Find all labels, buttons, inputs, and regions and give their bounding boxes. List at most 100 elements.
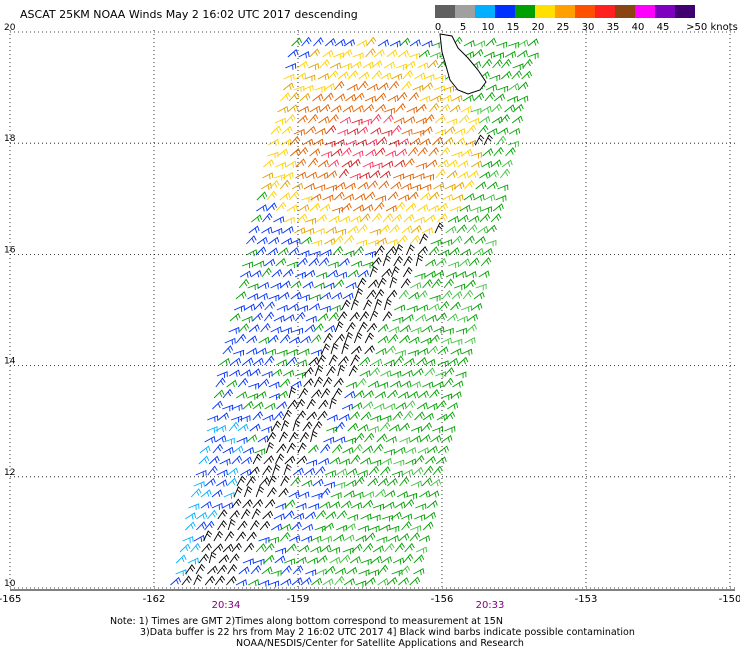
wind-barb	[309, 105, 321, 113]
wind-barb	[471, 160, 483, 168]
wind-barb	[282, 369, 295, 377]
wind-barb	[394, 501, 406, 509]
wind-barb	[387, 389, 398, 399]
island-outline	[439, 33, 487, 95]
wind-barb	[403, 255, 413, 267]
wind-barb	[461, 348, 473, 356]
wind-barb	[435, 456, 447, 465]
wind-barb	[334, 321, 344, 333]
wind-barb	[341, 299, 351, 311]
wind-barb	[263, 311, 275, 322]
wind-barb	[385, 150, 397, 158]
wind-barb	[387, 535, 399, 543]
wind-barb	[397, 49, 409, 58]
wind-barb	[305, 315, 317, 323]
wind-barb	[449, 104, 461, 113]
wind-barb	[473, 193, 485, 202]
wind-barb	[374, 298, 383, 311]
wind-barb	[320, 387, 331, 399]
wind-barb	[294, 271, 307, 279]
wind-barb	[398, 532, 410, 542]
wind-barb	[409, 184, 422, 191]
wind-barb	[335, 271, 348, 279]
wind-barb	[327, 261, 339, 269]
wind-barb	[425, 455, 436, 465]
wind-barb	[345, 381, 357, 389]
wind-barb	[302, 281, 314, 289]
colorbar-label: 40	[632, 22, 645, 33]
wind-barb	[432, 465, 443, 476]
wind-barb	[485, 37, 497, 47]
wind-barb	[277, 106, 289, 114]
wind-barb	[258, 536, 270, 544]
wind-barb	[415, 162, 427, 170]
wind-barb	[267, 138, 280, 146]
wind-barb	[367, 380, 380, 388]
wind-barb	[319, 103, 331, 113]
wind-barb	[369, 228, 381, 236]
wind-barb	[276, 304, 288, 312]
wind-barb	[273, 410, 284, 421]
wind-barb	[215, 377, 226, 388]
wind-barb	[306, 557, 319, 565]
wind-barb	[414, 272, 426, 280]
wind-barb	[198, 455, 210, 465]
wind-barb	[249, 368, 261, 377]
wind-barb	[474, 134, 485, 146]
wind-barb	[512, 103, 524, 113]
wind-barb	[468, 257, 480, 267]
wind-barb	[216, 479, 228, 487]
wind-barb	[492, 52, 505, 59]
wind-barb	[348, 365, 358, 377]
wind-barb	[433, 326, 445, 334]
wind-barb	[435, 258, 447, 267]
wind-barb	[320, 249, 332, 257]
wind-barb	[263, 554, 275, 564]
wind-barb	[320, 150, 332, 158]
wind-barb	[265, 441, 274, 454]
wind-barb	[303, 182, 315, 191]
wind-barb	[213, 530, 223, 542]
wind-barb	[470, 152, 482, 159]
wind-barb	[457, 214, 469, 223]
wind-barb	[480, 257, 492, 267]
wind-barb	[499, 114, 510, 124]
wind-barb	[336, 468, 348, 476]
wind-barb	[407, 191, 419, 201]
wind-barb	[282, 268, 294, 278]
wind-barb	[275, 502, 287, 510]
wind-barb	[402, 173, 414, 181]
wind-barb	[198, 553, 209, 564]
wind-barb	[382, 254, 391, 267]
wind-barb	[402, 266, 413, 278]
wind-barb	[217, 509, 228, 520]
wind-barb	[418, 535, 431, 543]
wind-barb	[309, 148, 321, 157]
wind-barb	[241, 261, 253, 269]
wind-barb	[343, 490, 355, 498]
wind-barb	[288, 336, 300, 344]
wind-barb	[328, 354, 338, 366]
wind-barb	[486, 181, 498, 190]
wind-barb	[369, 514, 381, 522]
wind-barb	[322, 578, 334, 586]
wind-barb	[404, 542, 415, 553]
wind-barb	[295, 158, 307, 168]
wind-barb	[219, 357, 231, 366]
wind-barb	[326, 414, 338, 422]
wind-barb	[308, 157, 319, 168]
wind-barb	[480, 105, 492, 113]
note-line: NOAA/NESDIS/Center for Satellite Applica…	[236, 638, 524, 649]
wind-barb	[424, 511, 436, 520]
wind-barb	[439, 146, 451, 157]
wind-barb	[280, 475, 290, 487]
wind-barb	[360, 213, 371, 223]
wind-barb	[401, 225, 413, 234]
wind-barb	[379, 224, 390, 234]
wind-barb	[358, 321, 368, 333]
wind-barb	[404, 116, 416, 124]
wind-barb	[457, 160, 469, 168]
wind-barb	[404, 400, 416, 410]
wind-barb	[326, 170, 338, 179]
wind-barb	[416, 402, 428, 410]
